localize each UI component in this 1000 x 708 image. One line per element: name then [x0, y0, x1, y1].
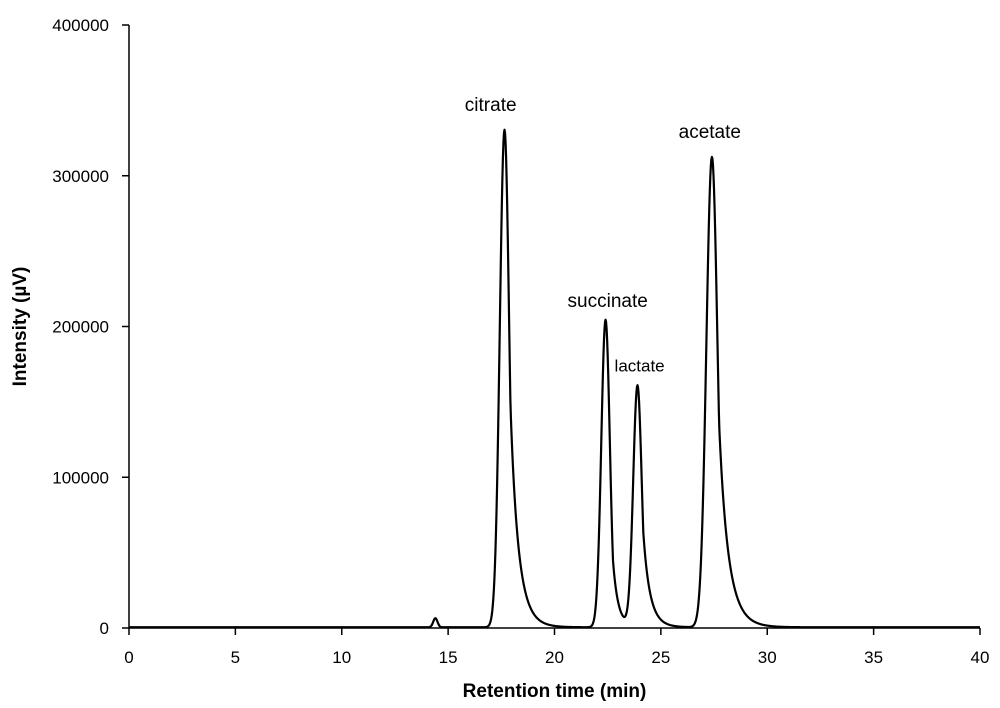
peak-label-succinate: succinate: [568, 291, 648, 312]
y-ticks: 0 100000 200000 300000 400000: [52, 16, 129, 638]
y-axis-title: Intensity (µV): [10, 267, 31, 387]
x-tick-label: 10: [332, 648, 351, 667]
y-tick-label: 200000: [52, 318, 109, 337]
peak-label-lactate: lactate: [615, 357, 665, 376]
x-tick-label: 15: [439, 648, 458, 667]
y-tick-label: 0: [100, 619, 109, 638]
y-tick-label: 100000: [52, 468, 109, 487]
peak-label-acetate: acetate: [679, 122, 741, 143]
x-tick-label: 40: [971, 648, 990, 667]
y-tick-label: 300000: [52, 167, 109, 186]
x-tick-label: 35: [864, 648, 883, 667]
x-tick-label: 30: [758, 648, 777, 667]
chromatogram-trace: [128, 128, 981, 629]
peak-annotations: citrate succinate lactate acetate: [465, 95, 741, 376]
peak-label-citrate: citrate: [465, 95, 517, 116]
x-tick-label: 0: [124, 648, 133, 667]
x-ticks: 0 5 10 15 20 25 30 35 40: [124, 628, 989, 667]
y-tick-label: 400000: [52, 16, 109, 35]
x-tick-label: 5: [231, 648, 240, 667]
x-axis-title: Retention time (min): [463, 681, 647, 702]
x-tick-label: 25: [651, 648, 670, 667]
x-tick-label: 20: [545, 648, 564, 667]
